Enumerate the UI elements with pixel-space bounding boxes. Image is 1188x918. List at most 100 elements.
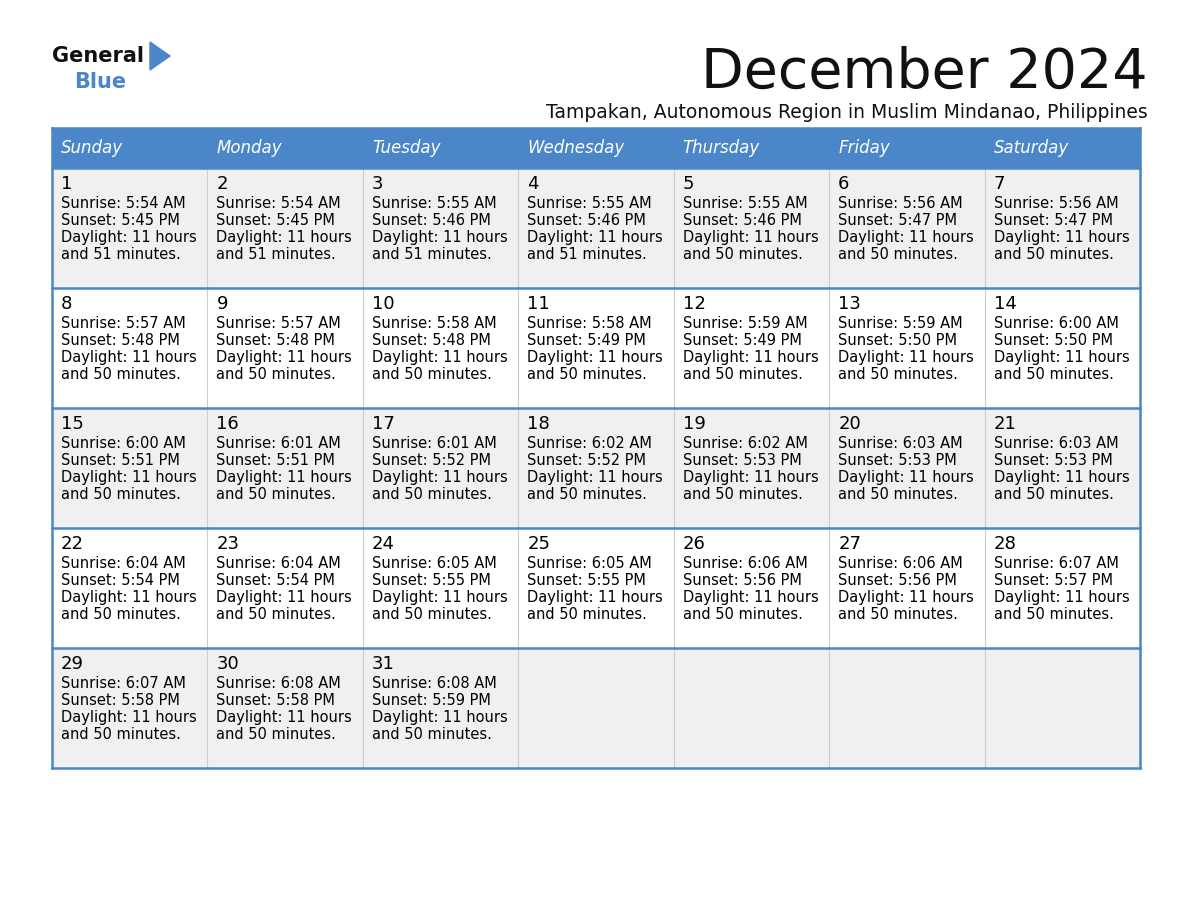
Text: Daylight: 11 hours: Daylight: 11 hours xyxy=(527,590,663,605)
Text: 19: 19 xyxy=(683,415,706,433)
Text: Sunset: 5:48 PM: Sunset: 5:48 PM xyxy=(61,333,179,348)
Text: Blue: Blue xyxy=(74,72,126,92)
Text: and 50 minutes.: and 50 minutes. xyxy=(216,487,336,502)
Text: Sunset: 5:45 PM: Sunset: 5:45 PM xyxy=(216,213,335,228)
Text: Sunrise: 6:00 AM: Sunrise: 6:00 AM xyxy=(61,436,185,451)
Text: Sunrise: 6:02 AM: Sunrise: 6:02 AM xyxy=(527,436,652,451)
Text: Sunrise: 6:03 AM: Sunrise: 6:03 AM xyxy=(839,436,962,451)
Text: Sunrise: 6:08 AM: Sunrise: 6:08 AM xyxy=(216,676,341,691)
Bar xyxy=(829,128,985,168)
Text: Thursday: Thursday xyxy=(683,139,760,157)
Bar xyxy=(208,648,362,768)
Bar xyxy=(362,648,518,768)
Text: Monday: Monday xyxy=(216,139,282,157)
Bar xyxy=(52,408,208,528)
Text: Sunrise: 5:55 AM: Sunrise: 5:55 AM xyxy=(683,196,808,211)
Bar xyxy=(674,128,829,168)
Text: Saturday: Saturday xyxy=(993,139,1069,157)
Bar xyxy=(208,408,362,528)
Text: Daylight: 11 hours: Daylight: 11 hours xyxy=(372,350,507,365)
Bar xyxy=(829,288,985,408)
Text: Daylight: 11 hours: Daylight: 11 hours xyxy=(527,470,663,485)
Text: Sunset: 5:49 PM: Sunset: 5:49 PM xyxy=(527,333,646,348)
Text: and 50 minutes.: and 50 minutes. xyxy=(839,367,958,382)
Text: Sunset: 5:54 PM: Sunset: 5:54 PM xyxy=(216,573,335,588)
Text: Sunset: 5:56 PM: Sunset: 5:56 PM xyxy=(839,573,958,588)
Text: 2: 2 xyxy=(216,175,228,193)
Bar xyxy=(208,528,362,648)
Text: Sunset: 5:50 PM: Sunset: 5:50 PM xyxy=(839,333,958,348)
Text: Sunset: 5:59 PM: Sunset: 5:59 PM xyxy=(372,693,491,708)
Text: Sunrise: 6:08 AM: Sunrise: 6:08 AM xyxy=(372,676,497,691)
Text: Sunset: 5:45 PM: Sunset: 5:45 PM xyxy=(61,213,179,228)
Bar xyxy=(674,168,829,288)
Text: and 50 minutes.: and 50 minutes. xyxy=(683,247,803,262)
Bar xyxy=(985,408,1140,528)
Bar xyxy=(674,648,829,768)
Bar xyxy=(208,168,362,288)
Text: 13: 13 xyxy=(839,295,861,313)
Text: Sunrise: 6:05 AM: Sunrise: 6:05 AM xyxy=(527,556,652,571)
Text: and 50 minutes.: and 50 minutes. xyxy=(372,367,492,382)
Bar xyxy=(362,168,518,288)
Bar xyxy=(829,408,985,528)
Bar xyxy=(518,528,674,648)
Text: December 2024: December 2024 xyxy=(701,46,1148,100)
Text: Daylight: 11 hours: Daylight: 11 hours xyxy=(216,230,352,245)
Text: Sunset: 5:46 PM: Sunset: 5:46 PM xyxy=(683,213,802,228)
Text: Daylight: 11 hours: Daylight: 11 hours xyxy=(61,470,197,485)
Bar xyxy=(985,648,1140,768)
Text: 6: 6 xyxy=(839,175,849,193)
Text: Daylight: 11 hours: Daylight: 11 hours xyxy=(839,230,974,245)
Text: Sunset: 5:54 PM: Sunset: 5:54 PM xyxy=(61,573,179,588)
Text: and 51 minutes.: and 51 minutes. xyxy=(61,247,181,262)
Text: Sunrise: 6:06 AM: Sunrise: 6:06 AM xyxy=(683,556,808,571)
Bar xyxy=(362,288,518,408)
Text: and 50 minutes.: and 50 minutes. xyxy=(683,487,803,502)
Text: Daylight: 11 hours: Daylight: 11 hours xyxy=(839,350,974,365)
Text: 30: 30 xyxy=(216,655,239,673)
Bar xyxy=(362,528,518,648)
Text: Daylight: 11 hours: Daylight: 11 hours xyxy=(216,710,352,725)
Bar xyxy=(829,528,985,648)
Text: and 50 minutes.: and 50 minutes. xyxy=(216,367,336,382)
Text: 20: 20 xyxy=(839,415,861,433)
Text: Daylight: 11 hours: Daylight: 11 hours xyxy=(372,710,507,725)
Bar xyxy=(829,648,985,768)
Text: Daylight: 11 hours: Daylight: 11 hours xyxy=(372,230,507,245)
Text: 24: 24 xyxy=(372,535,394,553)
Text: and 50 minutes.: and 50 minutes. xyxy=(993,607,1113,622)
Text: and 50 minutes.: and 50 minutes. xyxy=(993,247,1113,262)
Text: Tampakan, Autonomous Region in Muslim Mindanao, Philippines: Tampakan, Autonomous Region in Muslim Mi… xyxy=(546,104,1148,122)
Text: Sunrise: 5:56 AM: Sunrise: 5:56 AM xyxy=(993,196,1118,211)
Text: Daylight: 11 hours: Daylight: 11 hours xyxy=(372,590,507,605)
Text: Sunset: 5:55 PM: Sunset: 5:55 PM xyxy=(372,573,491,588)
Text: Daylight: 11 hours: Daylight: 11 hours xyxy=(216,590,352,605)
Bar xyxy=(52,128,208,168)
Text: and 50 minutes.: and 50 minutes. xyxy=(372,487,492,502)
Text: Daylight: 11 hours: Daylight: 11 hours xyxy=(993,350,1130,365)
Text: Sunset: 5:57 PM: Sunset: 5:57 PM xyxy=(993,573,1113,588)
Text: Sunset: 5:50 PM: Sunset: 5:50 PM xyxy=(993,333,1113,348)
Text: and 51 minutes.: and 51 minutes. xyxy=(527,247,647,262)
Text: and 50 minutes.: and 50 minutes. xyxy=(61,607,181,622)
Text: Sunrise: 6:02 AM: Sunrise: 6:02 AM xyxy=(683,436,808,451)
Text: 16: 16 xyxy=(216,415,239,433)
Text: Daylight: 11 hours: Daylight: 11 hours xyxy=(683,590,819,605)
Text: Daylight: 11 hours: Daylight: 11 hours xyxy=(993,230,1130,245)
Text: 9: 9 xyxy=(216,295,228,313)
Bar xyxy=(829,168,985,288)
Text: Sunrise: 6:06 AM: Sunrise: 6:06 AM xyxy=(839,556,963,571)
Text: Friday: Friday xyxy=(839,139,890,157)
Text: Sunrise: 5:59 AM: Sunrise: 5:59 AM xyxy=(683,316,808,331)
Text: Sunset: 5:48 PM: Sunset: 5:48 PM xyxy=(372,333,491,348)
Text: and 50 minutes.: and 50 minutes. xyxy=(527,607,647,622)
Text: Daylight: 11 hours: Daylight: 11 hours xyxy=(216,350,352,365)
Text: Sunrise: 6:03 AM: Sunrise: 6:03 AM xyxy=(993,436,1118,451)
Text: Daylight: 11 hours: Daylight: 11 hours xyxy=(61,350,197,365)
Bar xyxy=(518,408,674,528)
Text: and 50 minutes.: and 50 minutes. xyxy=(61,487,181,502)
Text: and 50 minutes.: and 50 minutes. xyxy=(839,487,958,502)
Text: 23: 23 xyxy=(216,535,240,553)
Text: Sunrise: 5:58 AM: Sunrise: 5:58 AM xyxy=(372,316,497,331)
